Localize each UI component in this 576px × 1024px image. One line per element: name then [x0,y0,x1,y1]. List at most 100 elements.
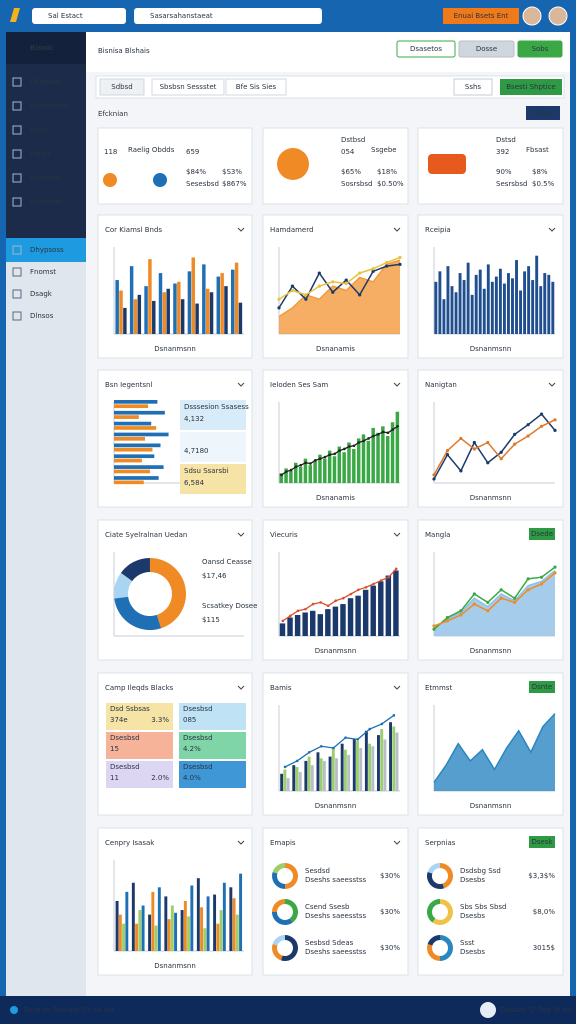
chevron[interactable] [393,840,401,845]
panel-title: Serpnias [425,839,456,847]
sidebar-item[interactable]: Fnsic [30,126,48,134]
sidebar-item[interactable]: Fnrsis [30,150,51,158]
panel-title: Bsn Iegentsnl [105,381,152,389]
sidebar-item[interactable]: Dasnestise [30,102,68,110]
sidebar-icon [12,311,22,321]
sidebar-item[interactable]: Dsksanes [30,198,64,206]
bar [498,268,502,334]
donut-slice [150,558,186,629]
bar [115,900,119,951]
point [526,588,530,592]
footer-avatar[interactable] [480,1002,496,1018]
point [445,615,450,620]
point [311,602,315,606]
point [553,418,557,422]
bar [148,259,152,334]
bar [157,887,161,951]
chevron[interactable] [237,840,245,845]
chevron[interactable] [237,685,245,690]
bar [361,434,366,483]
panel-button[interactable] [529,681,555,693]
header-button[interactable] [443,8,519,24]
bar [205,288,210,334]
point [331,290,335,294]
sidebar-icon [12,101,22,111]
point [357,588,360,592]
bar [141,905,145,951]
avatar[interactable] [548,6,568,26]
bar [239,873,243,951]
donut-slice [427,871,445,889]
sidebar-active[interactable] [6,238,86,262]
sidebar-item[interactable]: Dsagk [30,290,53,298]
chevron[interactable] [393,227,401,232]
chevron[interactable] [393,532,401,537]
chevron[interactable] [548,382,556,387]
chevron[interactable] [393,382,401,387]
sidebar-item[interactable]: Dhypsoss [30,246,64,254]
tab-search-text: Sshs [465,83,482,91]
panel-title: Emapis [270,839,296,847]
point [472,592,476,596]
page-button[interactable] [517,40,563,58]
panel-button[interactable] [529,836,555,848]
panel-title: Viecuris [270,531,298,539]
bar [370,585,376,636]
bar [547,274,551,334]
avatar[interactable] [522,6,542,26]
section-button[interactable] [526,106,560,120]
kpi-label: Raelig Obdds [128,146,175,154]
stat-box-value: 4,7180 [184,447,209,455]
bar [203,928,207,951]
point [396,425,399,428]
bar [462,280,466,334]
bar [316,752,320,791]
tab-text: Bfe Sis Sies [236,83,277,91]
bar [515,260,518,334]
tab-text: Sdbsd [111,83,132,91]
x-axis-label: Dsnanmsnn [315,647,357,655]
bar [543,273,547,334]
panel-title: Ciate Syelralnan Uedan [105,531,187,539]
chevron[interactable] [237,532,245,537]
row-value: 3015$ [533,944,555,952]
sidebar-item[interactable]: Dlnsos [30,312,54,320]
tab[interactable] [225,78,287,96]
donut-slice [440,935,454,961]
bar [135,923,139,951]
search-box[interactable] [134,8,322,24]
bar [129,266,134,334]
page-button[interactable] [396,40,456,58]
bar [539,286,543,334]
donut-slice [272,863,285,874]
sidebar-item[interactable]: Fnomst [30,268,56,276]
page-button[interactable] [458,40,515,58]
search-box[interactable] [32,8,126,24]
point [387,575,390,579]
sidebar-item[interactable]: Dbnpaes [30,78,61,86]
x-axis-label: Dsnanamis [316,494,355,502]
chevron[interactable] [548,227,556,232]
sidebar-icon [12,267,22,277]
bar [114,432,169,437]
bar [381,426,385,483]
tab[interactable] [151,78,225,96]
panel-button[interactable] [529,528,555,540]
bar [191,257,195,334]
row-title: Sbs Sbs Sbsd [460,903,507,911]
bar [511,278,514,334]
point [386,431,390,435]
tab[interactable] [99,78,145,96]
action-button[interactable] [500,79,562,95]
chevron[interactable] [393,685,401,690]
chevron[interactable] [237,382,245,387]
point [328,453,332,456]
point [486,461,490,465]
point [309,462,312,465]
tab-search[interactable] [453,78,493,96]
bar [531,280,535,334]
sidebar-item[interactable]: Dishkeds [30,174,62,182]
chevron[interactable] [237,227,245,232]
point [357,441,361,444]
